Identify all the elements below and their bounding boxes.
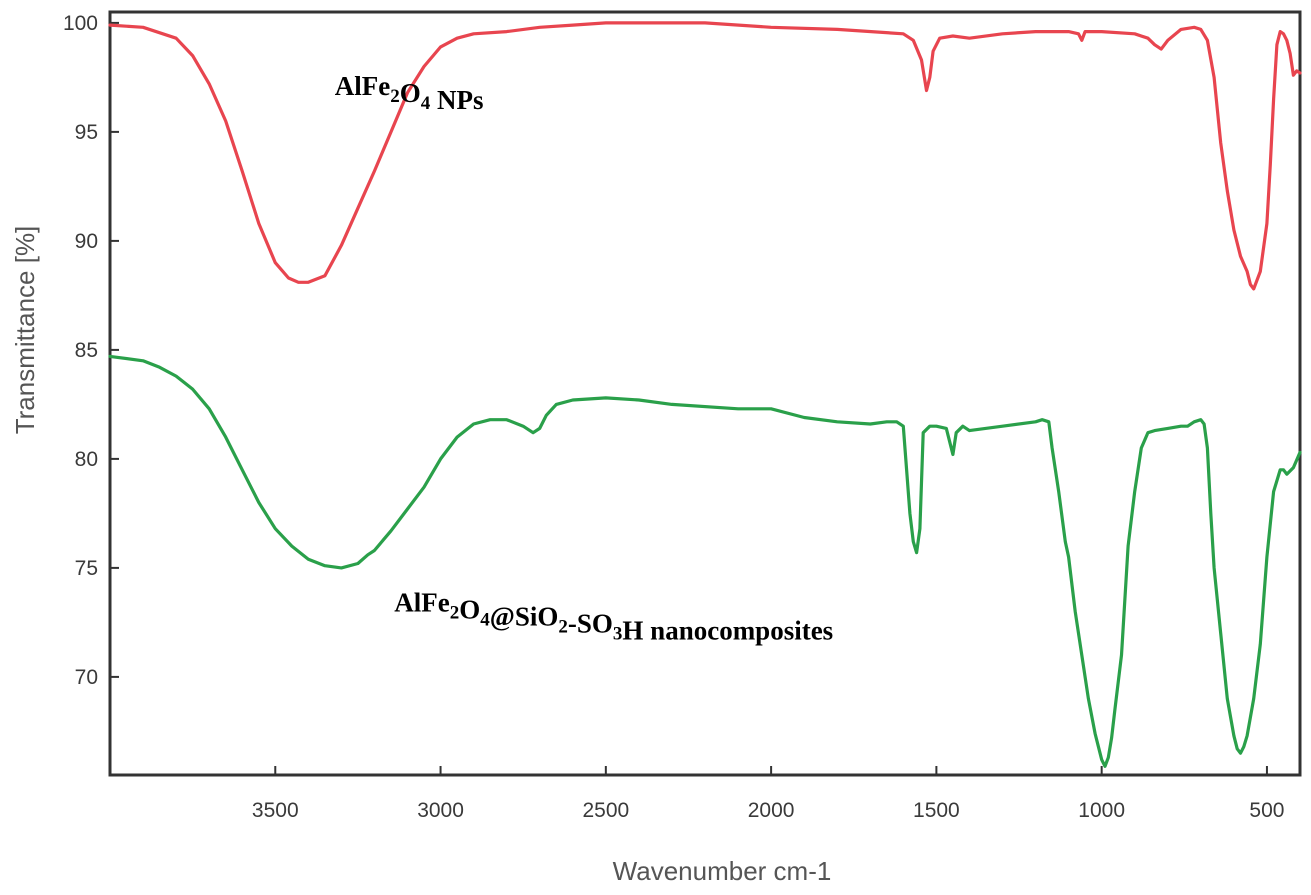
y-axis: 70 75 80 85 90 95 100 xyxy=(63,12,119,689)
plot-frame xyxy=(108,10,1302,777)
x-axis-title: Wavenumber cm-1 xyxy=(613,856,832,886)
y-tick-label: 80 xyxy=(75,448,98,471)
series-annotation-1: AlFe2O4 NPs xyxy=(335,71,484,115)
series-layer xyxy=(108,21,1302,768)
series-annotation-2: AlFe2O4@SiO2-SO3H nanocomposites xyxy=(394,588,833,646)
y-tick-label: 75 xyxy=(75,557,98,580)
x-axis: 3500 3000 2500 2000 1500 1000 500 xyxy=(252,766,1284,822)
y-tick-label: 70 xyxy=(75,666,98,689)
y-tick-label: 85 xyxy=(75,339,98,362)
annotations: AlFe2O4 NPs AlFe2O4@SiO2-SO3H nanocomposi… xyxy=(335,71,833,646)
x-tick-label: 3500 xyxy=(252,799,299,822)
y-tick-label: 95 xyxy=(75,121,98,144)
y-tick-label: 100 xyxy=(63,12,98,35)
x-tick-label: 2500 xyxy=(582,799,629,822)
series-line-1 xyxy=(108,21,1302,291)
x-tick-label: 1500 xyxy=(913,799,960,822)
y-axis-title: Transmittance [%] xyxy=(10,226,40,435)
y-tick-label: 90 xyxy=(75,230,98,253)
series-line-2 xyxy=(108,354,1302,768)
x-tick-label: 3000 xyxy=(417,799,464,822)
x-tick-label: 2000 xyxy=(748,799,795,822)
x-tick-label: 1000 xyxy=(1078,799,1125,822)
x-tick-label: 500 xyxy=(1249,799,1284,822)
